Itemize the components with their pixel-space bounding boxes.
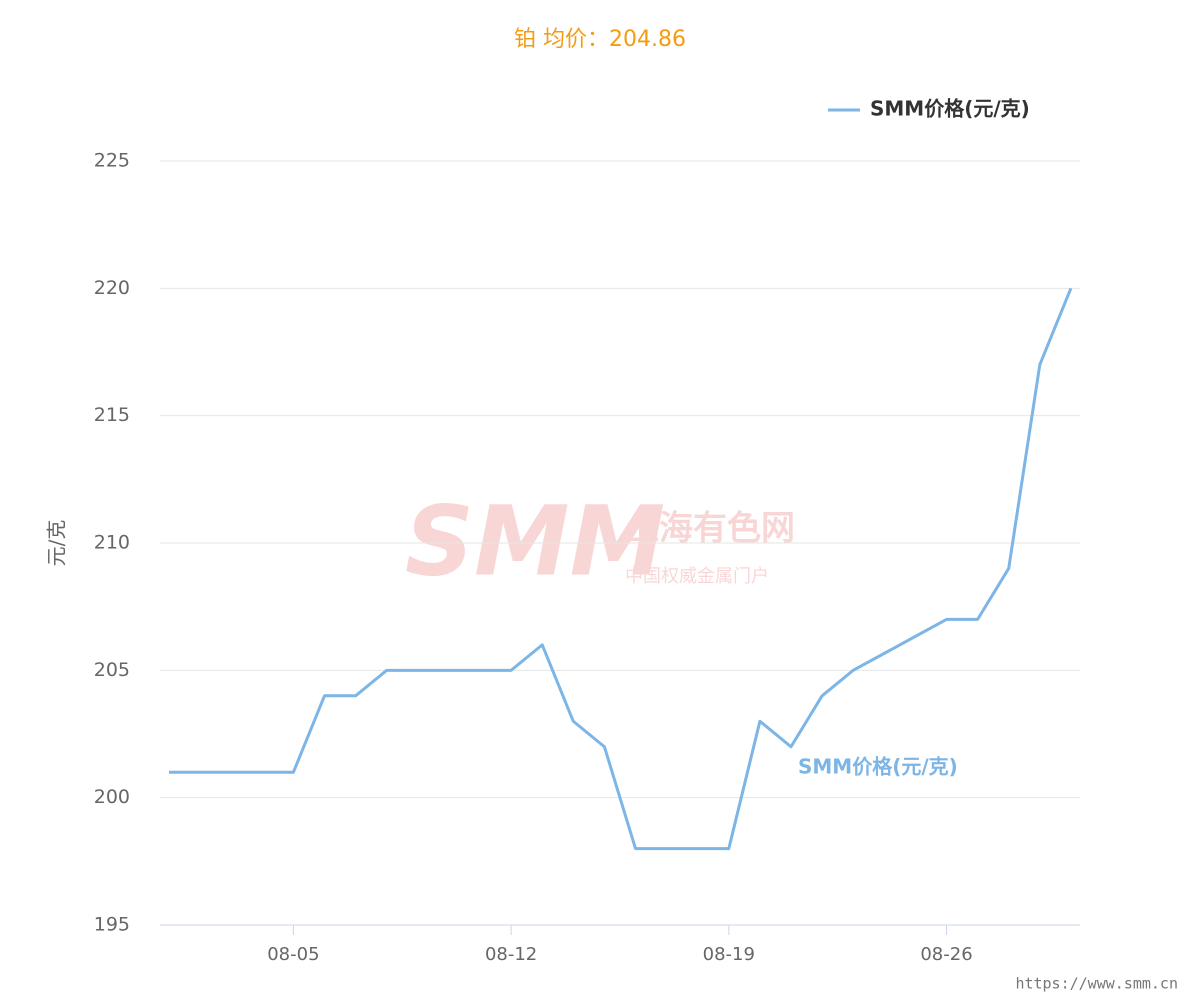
x-tick-label: 08-05 — [267, 944, 319, 965]
watermark-name: 上海有色网 — [625, 509, 795, 549]
x-tick-label: 08-26 — [920, 944, 972, 965]
watermark-url: https://www.smm.cn — [1015, 975, 1178, 993]
y-tick-label: 195 — [94, 914, 130, 936]
y-tick-label: 200 — [94, 786, 130, 808]
watermark-slogan: 中国权威金属门户 — [625, 566, 769, 587]
y-tick-label: 215 — [94, 404, 130, 426]
x-tick-label: 08-12 — [485, 944, 537, 965]
watermark-logo: SMM — [405, 485, 665, 597]
y-tick-label: 210 — [94, 532, 130, 554]
y-tick-label: 225 — [94, 150, 130, 172]
chart-title: 铂 均价：204.86 — [514, 27, 686, 52]
watermark: SMM 上海有色网 中国权威金属门户 — [405, 485, 795, 597]
series-label: SMM价格(元/克) — [798, 755, 958, 779]
y-tick-label: 205 — [94, 659, 130, 681]
legend-label: SMM价格(元/克) — [870, 97, 1030, 121]
y-axis-label: 元/克 — [45, 520, 69, 567]
x-tick-label: 08-19 — [703, 944, 755, 965]
line — [169, 287, 1073, 851]
y-tick-label: 220 — [94, 277, 130, 299]
